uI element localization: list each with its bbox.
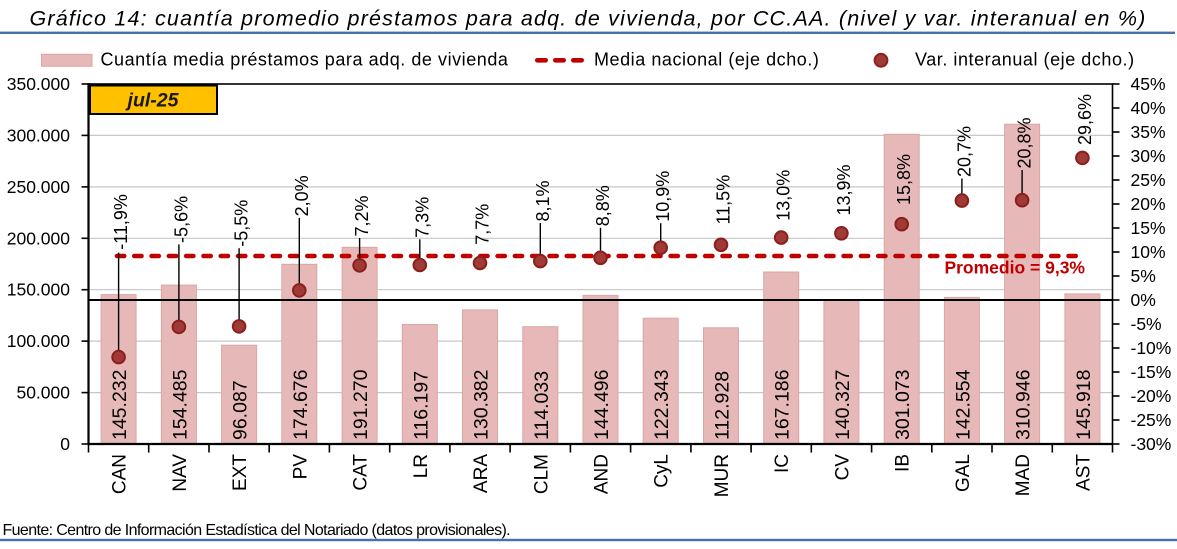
svg-text:13,0%: 13,0% <box>774 170 794 221</box>
svg-text:150.000: 150.000 <box>7 280 71 300</box>
svg-text:IB: IB <box>893 454 914 472</box>
svg-text:144.496: 144.496 <box>591 370 613 441</box>
svg-text:112.928: 112.928 <box>712 371 734 440</box>
svg-text:ARA: ARA <box>471 454 492 493</box>
svg-text:GAL: GAL <box>953 454 974 492</box>
svg-text:350.000: 350.000 <box>7 74 71 94</box>
svg-text:-5,6%: -5,6% <box>171 196 191 243</box>
svg-text:-30%: -30% <box>1131 434 1172 454</box>
svg-text:50.000: 50.000 <box>16 383 70 403</box>
svg-text:29,6%: 29,6% <box>1075 94 1095 145</box>
svg-text:CAT: CAT <box>351 454 372 491</box>
svg-text:5%: 5% <box>1131 266 1156 286</box>
svg-text:25%: 25% <box>1131 170 1166 190</box>
svg-text:116.197: 116.197 <box>410 371 432 440</box>
svg-text:154.485: 154.485 <box>169 369 191 440</box>
svg-text:CLM: CLM <box>531 454 552 494</box>
svg-text:20,7%: 20,7% <box>954 126 974 177</box>
svg-text:Var. interanual (eje dcho.): Var. interanual (eje dcho.) <box>915 50 1135 70</box>
svg-text:-20%: -20% <box>1131 386 1172 406</box>
svg-text:96.087: 96.087 <box>230 380 252 440</box>
svg-text:13,9%: 13,9% <box>834 165 854 216</box>
svg-text:8,8%: 8,8% <box>593 185 613 226</box>
svg-text:30%: 30% <box>1131 146 1166 166</box>
svg-text:145.232: 145.232 <box>109 370 131 441</box>
svg-text:Fuente: Centro de Información: Fuente: Centro de Información Estadístic… <box>3 522 510 539</box>
svg-text:11,5%: 11,5% <box>714 175 734 225</box>
svg-text:MUR: MUR <box>712 454 733 497</box>
svg-text:140.327: 140.327 <box>832 370 854 441</box>
svg-text:174.676: 174.676 <box>290 370 312 441</box>
svg-text:122.343: 122.343 <box>651 370 673 441</box>
svg-text:Gráfico 14: cuantía promedio p: Gráfico 14: cuantía promedio préstamos p… <box>29 7 1146 31</box>
svg-text:AST: AST <box>1073 454 1094 491</box>
svg-text:CAN: CAN <box>110 454 131 494</box>
svg-text:250.000: 250.000 <box>7 177 71 197</box>
svg-text:191.270: 191.270 <box>350 369 372 440</box>
svg-text:7,7%: 7,7% <box>473 204 493 245</box>
svg-text:130.382: 130.382 <box>471 370 493 441</box>
svg-text:0%: 0% <box>1131 290 1156 310</box>
svg-text:114.033: 114.033 <box>531 371 553 440</box>
svg-text:-15%: -15% <box>1131 362 1172 382</box>
svg-text:-5%: -5% <box>1131 314 1162 334</box>
svg-text:35%: 35% <box>1131 122 1166 142</box>
svg-text:7,2%: 7,2% <box>352 196 372 237</box>
svg-text:200.000: 200.000 <box>7 228 71 248</box>
svg-text:142.554: 142.554 <box>952 369 974 440</box>
svg-text:CyL: CyL <box>652 454 673 488</box>
svg-text:Promedio = 9,3%: Promedio = 9,3% <box>944 258 1085 278</box>
svg-text:20%: 20% <box>1131 194 1166 214</box>
svg-text:10,9%: 10,9% <box>653 171 673 222</box>
svg-text:PV: PV <box>290 454 311 480</box>
svg-text:IC: IC <box>772 454 793 473</box>
svg-text:8,1%: 8,1% <box>533 181 553 222</box>
svg-text:-5,5%: -5,5% <box>232 200 252 247</box>
svg-text:NAV: NAV <box>170 454 191 492</box>
svg-text:AND: AND <box>592 454 613 494</box>
svg-text:301.073: 301.073 <box>892 370 914 441</box>
svg-text:40%: 40% <box>1131 98 1166 118</box>
svg-text:jul-25: jul-25 <box>125 90 180 112</box>
svg-text:20,8%: 20,8% <box>1015 118 1035 169</box>
svg-text:EXT: EXT <box>230 454 251 491</box>
svg-text:CV: CV <box>832 454 853 481</box>
svg-text:300.000: 300.000 <box>7 125 71 145</box>
svg-text:LR: LR <box>411 454 432 478</box>
svg-text:45%: 45% <box>1131 74 1166 94</box>
svg-text:15%: 15% <box>1131 218 1166 238</box>
svg-text:100.000: 100.000 <box>7 331 71 351</box>
svg-text:310.946: 310.946 <box>1013 370 1035 441</box>
svg-text:145.918: 145.918 <box>1073 370 1095 441</box>
svg-text:-11,9%: -11,9% <box>111 194 131 250</box>
svg-text:167.186: 167.186 <box>772 370 794 441</box>
svg-text:15,8%: 15,8% <box>894 154 914 205</box>
svg-text:Media nacional (eje dcho.): Media nacional (eje dcho.) <box>594 50 819 70</box>
svg-text:2,0%: 2,0% <box>292 175 312 216</box>
svg-text:-10%: -10% <box>1131 338 1172 358</box>
svg-text:-25%: -25% <box>1131 410 1172 430</box>
svg-text:Cuantía media préstamos para a: Cuantía media préstamos para adq. de viv… <box>101 50 509 70</box>
svg-text:10%: 10% <box>1131 242 1166 262</box>
svg-text:0: 0 <box>60 434 70 454</box>
svg-text:7,3%: 7,3% <box>412 197 432 238</box>
svg-text:MAD: MAD <box>1013 454 1034 496</box>
